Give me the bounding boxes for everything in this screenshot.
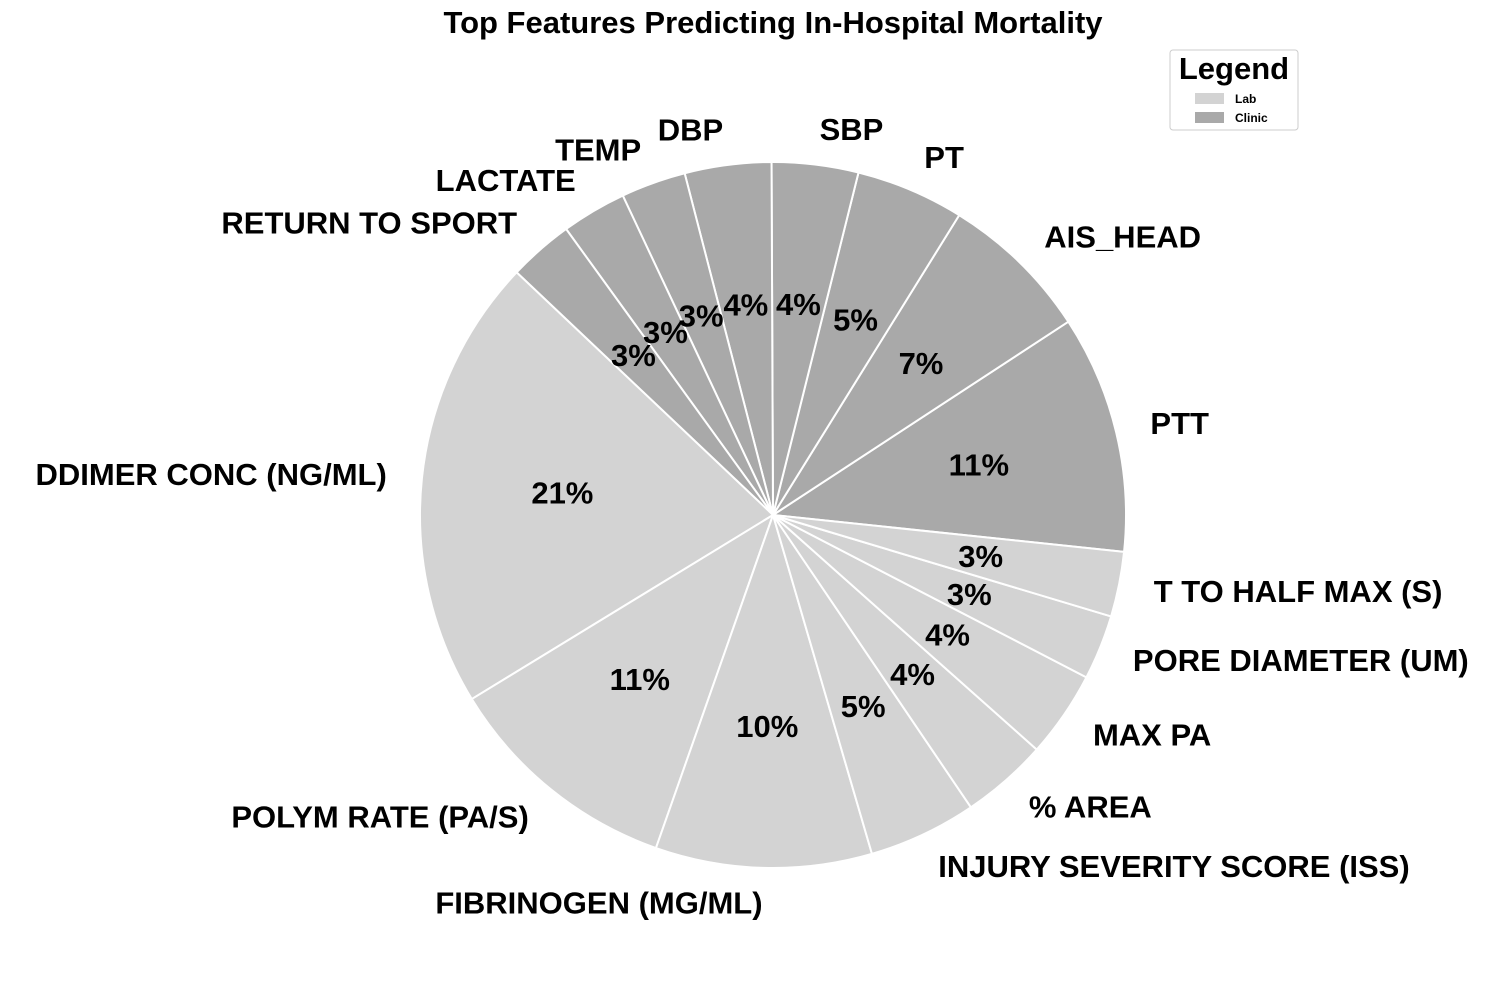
pie-category-label: DBP [658, 112, 723, 147]
pie-labels: 11% PTT 7% AIS_HEAD 5% PT 4% SBP 4% DBP 3% TEMP 3% LA… [36, 112, 1469, 921]
pie-pct-label: 3% [679, 298, 724, 333]
legend-label-clinic: Clinic [1235, 111, 1268, 125]
pie-category-label: FIBRINOGEN (MG/ML) [435, 886, 762, 921]
pie-pct-label: 4% [723, 287, 768, 322]
pie-pct-label: 21% [531, 475, 593, 510]
pie-category-label: % AREA [1029, 790, 1152, 825]
pie-pct-label: 4% [925, 618, 970, 653]
legend-box [1169, 49, 1299, 131]
legend-title: Legend [1179, 51, 1289, 86]
pie-category-label: PTT [1150, 406, 1209, 441]
pie-pct-label: 5% [833, 302, 878, 337]
legend-label-lab: Lab [1235, 92, 1256, 106]
pie-category-label: LACTATE [436, 163, 576, 198]
pie-category-label: TEMP [555, 132, 641, 167]
pie-category-label: PORE DIAMETER (UM) [1133, 643, 1469, 678]
pie-category-label: RETURN TO SPORT [221, 205, 517, 240]
pie-pct-label: 3% [643, 315, 688, 350]
pie-category-label: MAX PA [1093, 718, 1211, 753]
pie-slice-polym-rate-pa-s [470, 514, 774, 850]
pie-pct-label: 7% [899, 346, 944, 381]
pie-slice-ais-head [772, 214, 1070, 516]
pie-pct-label: 3% [611, 338, 656, 373]
pie-slice-ddimer-conc-ng-ml [419, 271, 774, 701]
pie-pct-label: 10% [736, 709, 798, 744]
legend-swatch-clinic [1195, 112, 1224, 123]
pie-slices [419, 161, 1127, 869]
pie-pct-label: 4% [776, 287, 821, 322]
legend: Legend Lab Clinic [1169, 49, 1299, 131]
chart-title: Top Features Predicting In-Hospital Mort… [443, 5, 1103, 40]
pie-pct-label: 4% [890, 657, 935, 692]
pie-category-label: AIS_HEAD [1044, 220, 1201, 255]
pie-pct-label: 5% [841, 689, 886, 724]
pie-category-label: POLYM RATE (PA/S) [231, 799, 528, 834]
pie-pct-label: 3% [958, 539, 1003, 574]
pie-pct-label: 11% [610, 662, 670, 697]
pie-slice-ptt [772, 320, 1127, 553]
pie-category-label: INJURY SEVERITY SCORE (ISS) [938, 849, 1409, 884]
pie-category-label: DDIMER CONC (NG/ML) [36, 457, 387, 492]
pie-pct-label: 11% [949, 448, 1009, 483]
pie-category-label: T TO HALF MAX (S) [1154, 574, 1443, 609]
pie-slice-t-to-half-max-s [772, 514, 1126, 618]
pie-category-label: PT [924, 140, 964, 175]
pie-pct-label: 3% [947, 577, 992, 612]
pie-slice-fibrinogen-mg-ml [654, 514, 873, 869]
pie-category-label: SBP [820, 112, 884, 147]
legend-swatch-lab [1195, 93, 1224, 104]
